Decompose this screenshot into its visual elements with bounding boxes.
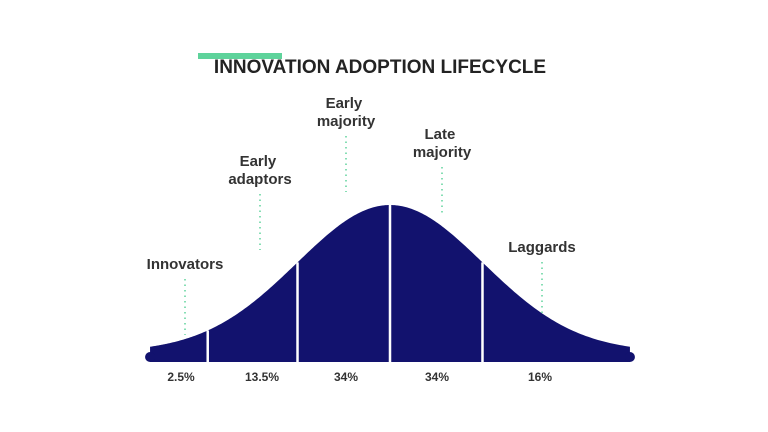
- curve-segment: [297, 205, 390, 362]
- value-label: 2.5%: [167, 370, 195, 384]
- curve-segment: [207, 262, 298, 362]
- curve-segment: [150, 330, 208, 362]
- base-end: [624, 352, 635, 362]
- value-label: 34%: [334, 370, 358, 384]
- value-label: 34%: [425, 370, 449, 384]
- category-label: Late majority: [413, 126, 472, 161]
- title-accent: [198, 53, 282, 59]
- base-end: [145, 352, 156, 362]
- value-label: 13.5%: [245, 370, 279, 384]
- curve-segment: [390, 205, 483, 362]
- category-label: Laggards: [508, 239, 576, 256]
- chart-title: INNOVATION ADOPTION LIFECYCLE: [214, 57, 546, 78]
- category-label: Early adaptors: [228, 153, 291, 188]
- category-label: Innovators: [147, 256, 224, 273]
- curve-segment: [482, 262, 630, 362]
- value-label: 16%: [528, 370, 552, 384]
- category-label: Early majority: [317, 95, 376, 130]
